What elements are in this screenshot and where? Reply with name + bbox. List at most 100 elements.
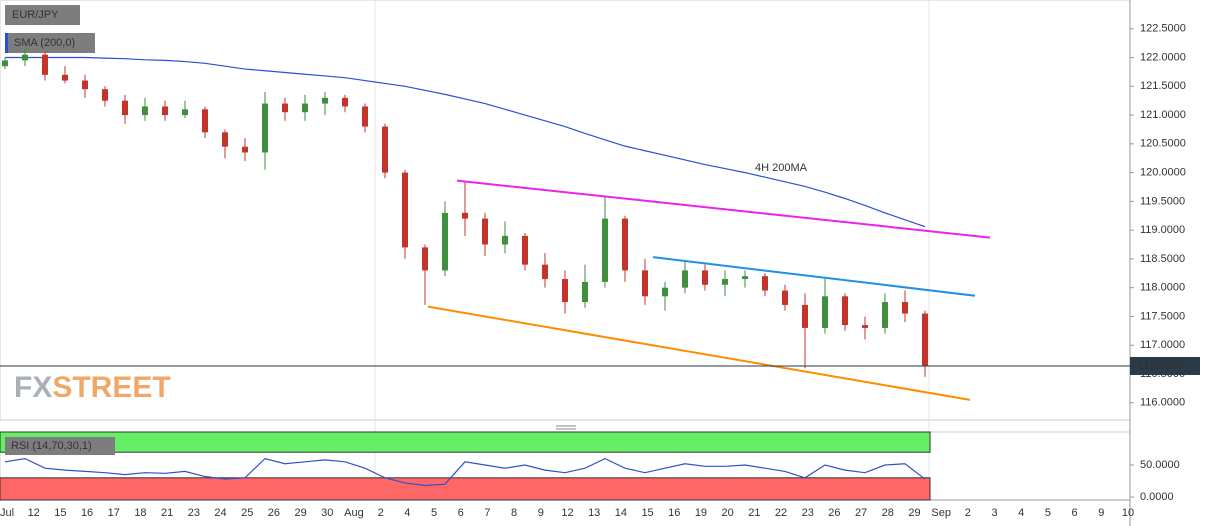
x-tick-label: 25: [241, 507, 253, 519]
y-tick-label: 122.0000: [1140, 51, 1186, 63]
chart-title: EUR/JPY: [12, 9, 59, 21]
x-tick-label: Jul: [0, 507, 14, 519]
y-tick-label: 119.5000: [1140, 195, 1185, 207]
candle-body: [342, 97, 348, 107]
title-box: [5, 437, 115, 455]
candle-body: [882, 302, 888, 328]
x-tick-label: 19: [695, 507, 707, 519]
candle-body: [682, 270, 688, 288]
x-tick-label: 24: [214, 507, 226, 519]
x-tick-label: 15: [54, 507, 66, 519]
y-tick-label: 120.5000: [1140, 138, 1186, 150]
x-tick-label: 30: [321, 507, 333, 519]
x-tick-label: Aug: [344, 507, 364, 519]
last-price-label: 116.6390: [1138, 360, 1183, 372]
splitter[interactable]: [556, 425, 576, 430]
x-tick-label: 15: [641, 507, 653, 519]
candle-body: [482, 218, 488, 245]
sma-line: [5, 56, 926, 228]
y-tick-label: 116.0000: [1140, 397, 1185, 409]
title-box: [5, 5, 80, 25]
x-tick-label: 5: [1045, 507, 1051, 519]
candle-body: [22, 54, 28, 61]
candle-body: [722, 279, 728, 285]
candle-body: [922, 313, 928, 366]
last-price-box: [1130, 356, 1200, 375]
x-tick-label: 4: [1018, 507, 1024, 519]
candle-body: [322, 97, 328, 104]
candle-body: [442, 212, 448, 271]
x-tick-label: 6: [1072, 507, 1078, 519]
x-tick-label: 12: [561, 507, 573, 519]
x-tick-label: 4: [404, 507, 410, 519]
y-tick-label: 121.0000: [1140, 109, 1186, 121]
x-tick-label: 9: [1098, 507, 1104, 519]
candle-body: [822, 296, 828, 328]
candle-body: [122, 100, 128, 116]
candle-body: [562, 279, 568, 303]
x-tick-label: 14: [615, 507, 627, 519]
price-panel: [0, 0, 1131, 421]
x-tick-label: 10: [1122, 507, 1134, 519]
x-tick-label: Sep: [931, 507, 951, 519]
x-tick-label: 20: [722, 507, 734, 519]
y-tick-label: 50.0000: [1140, 459, 1180, 471]
annotation: 4H 200MA: [755, 162, 808, 174]
x-tick-label: 27: [855, 507, 867, 519]
candle-body: [302, 103, 308, 113]
x-tick-label: 2: [378, 507, 384, 519]
oversold-zone: [0, 477, 931, 501]
candle-body: [782, 290, 788, 305]
candle-body: [502, 235, 508, 245]
watermark-part: STREET: [52, 371, 170, 404]
x-tick-label: 18: [134, 507, 146, 519]
candle-body: [742, 276, 748, 280]
y-tick-label: 118.5000: [1140, 253, 1185, 265]
candle-body: [862, 325, 868, 328]
x-tick-label: 26: [268, 507, 280, 519]
candle-body: [282, 103, 288, 113]
chart-title: RSI (14,70,30,1): [11, 440, 92, 452]
candle-body: [62, 74, 68, 81]
candle-body: [42, 54, 48, 75]
candle-body: [102, 89, 108, 101]
legend-swatch: [5, 33, 8, 53]
candle-body: [762, 276, 768, 291]
candle-body: [202, 109, 208, 133]
candle-body: [362, 106, 368, 127]
x-tick-label: 7: [484, 507, 490, 519]
y-tick-label: 122.5000: [1140, 23, 1186, 35]
x-tick-label: 6: [458, 507, 464, 519]
x-tick-label: 29: [908, 507, 920, 519]
x-tick-label: 22: [775, 507, 787, 519]
candle-body: [622, 218, 628, 271]
x-tick-label: 8: [511, 507, 517, 519]
x-tick-label: 3: [991, 507, 997, 519]
x-tick-label: 5: [431, 507, 437, 519]
candle-body: [602, 218, 608, 282]
candle-body: [242, 146, 248, 153]
x-tick-label: 29: [294, 507, 306, 519]
y-tick-label: 117.5000: [1140, 310, 1185, 322]
legend-box: [5, 33, 95, 53]
x-tick-label: 12: [28, 507, 40, 519]
x-tick-label: 16: [668, 507, 680, 519]
watermark-part: FX: [14, 371, 52, 404]
x-tick-label: 21: [748, 507, 760, 519]
y-tick-label: 118.0000: [1140, 282, 1185, 294]
trendline: [456, 179, 991, 239]
overbought-zone: [0, 431, 931, 453]
candle-body: [82, 80, 88, 90]
candle-body: [582, 281, 588, 303]
y-tick-label: 121.5000: [1140, 80, 1186, 92]
x-tick-label: 9: [538, 507, 544, 519]
candle-body: [542, 264, 548, 280]
x-tick-label: 21: [161, 507, 173, 519]
candle-body: [642, 270, 648, 297]
x-tick-label: 23: [188, 507, 200, 519]
y-tick-label: 0.0000: [1140, 491, 1174, 503]
rsi-line: [4, 457, 926, 487]
x-tick-label: 13: [588, 507, 600, 519]
candle-body: [382, 126, 388, 173]
